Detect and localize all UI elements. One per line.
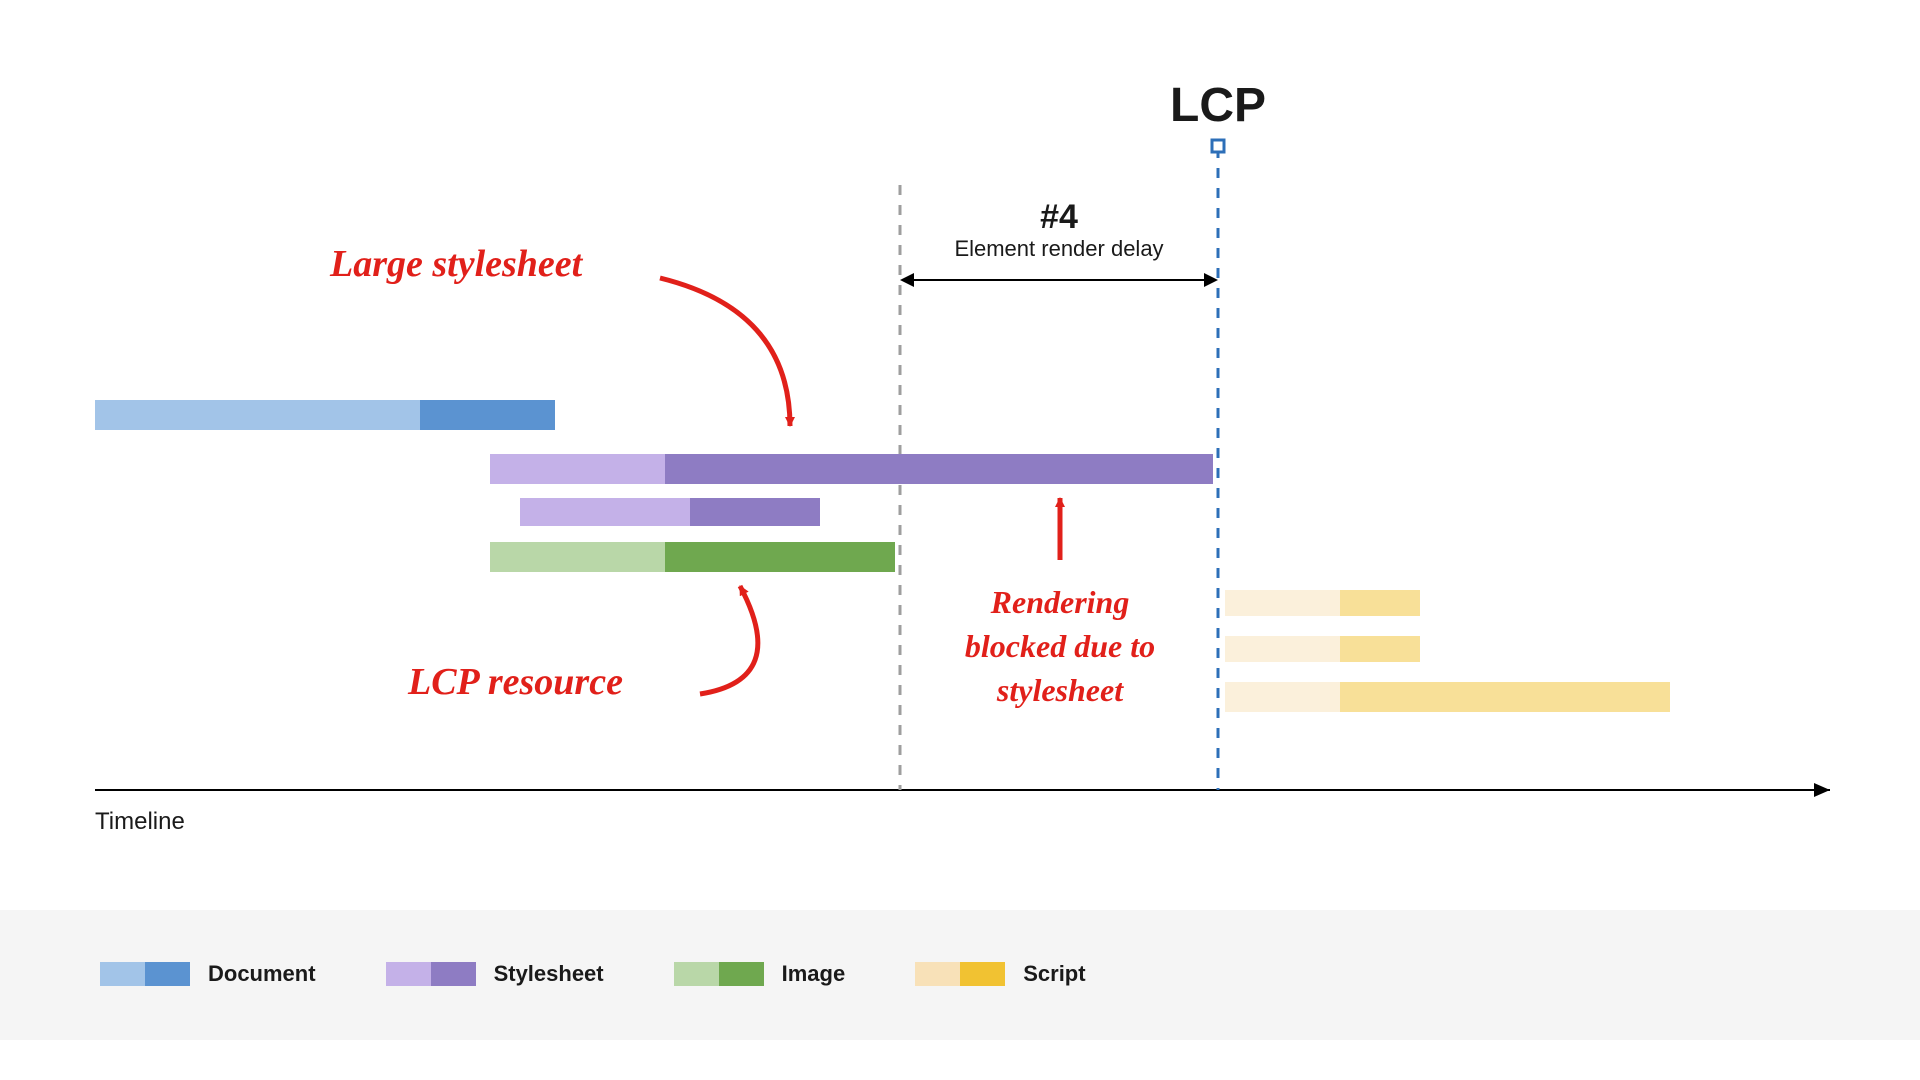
- legend-item-image: Image: [674, 961, 846, 987]
- legend-swatch: [100, 962, 190, 986]
- bar-document: [0, 400, 1920, 430]
- legend-item-document: Document: [100, 961, 316, 987]
- legend-item-script: Script: [915, 961, 1085, 987]
- bar-script-2: [0, 636, 1920, 662]
- legend-swatch: [674, 962, 764, 986]
- anno-lcp-resource: LCP resource: [408, 660, 623, 704]
- phase-title: #4: [1040, 198, 1078, 237]
- timeline-label: Timeline: [95, 808, 185, 836]
- lcp-label: LCP: [1170, 78, 1266, 133]
- bar-script-3: [0, 682, 1920, 712]
- timeline-axis: [0, 0, 1920, 1080]
- legend-label: Document: [208, 961, 316, 987]
- legend-label: Stylesheet: [494, 961, 604, 987]
- legend-label: Script: [1023, 961, 1085, 987]
- legend-item-stylesheet: Stylesheet: [386, 961, 604, 987]
- bar-stylesheet-small: [0, 498, 1920, 526]
- bar-script-1: [0, 590, 1920, 616]
- anno-rendering-blocked: Renderingblocked due tostylesheet: [965, 580, 1155, 712]
- bar-image-lcp: [0, 542, 1920, 572]
- bar-stylesheet-large: [0, 454, 1920, 484]
- diagram-stage: LCP #4Element render delay Timeline Large s…: [0, 0, 1920, 1080]
- legend-swatch: [915, 962, 1005, 986]
- legend-label: Image: [782, 961, 846, 987]
- legend-swatch: [386, 962, 476, 986]
- phase-subtitle: Element render delay: [954, 236, 1163, 262]
- anno-large-stylesheet: Large stylesheet: [330, 242, 582, 286]
- legend: Document Stylesheet Image Script: [0, 961, 1920, 987]
